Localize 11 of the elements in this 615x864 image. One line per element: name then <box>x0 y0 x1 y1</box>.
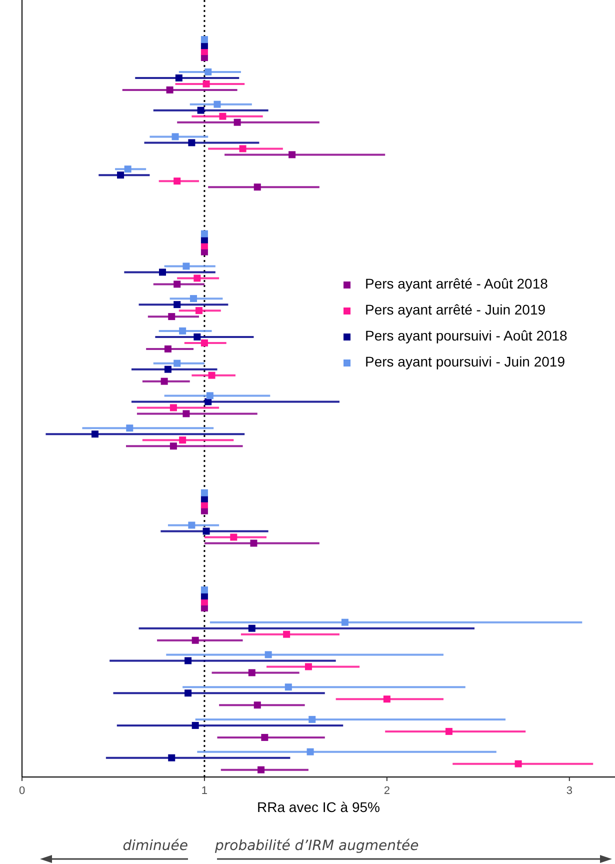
legend-label: Pers ayant poursuivi - Août 2018 <box>365 328 568 344</box>
legend-label: Pers ayant poursuivi - Juin 2019 <box>365 354 566 370</box>
x-axis-title: RRa avec IC à 95% <box>257 799 380 815</box>
x-tick-label: 2 <box>384 785 390 797</box>
text: probabilité d’IRM augmentée <box>214 838 419 854</box>
x-tick-label: 0 <box>18 785 26 797</box>
text: diminuée <box>122 838 188 854</box>
x-tick-label: 1 <box>201 785 208 797</box>
x-tick-label: 3 <box>566 785 572 797</box>
legend-label: Pers ayant arrêté - Août 2018 <box>365 276 548 292</box>
legend-label: Pers ayant arrêté - Juin 2019 <box>365 302 546 318</box>
